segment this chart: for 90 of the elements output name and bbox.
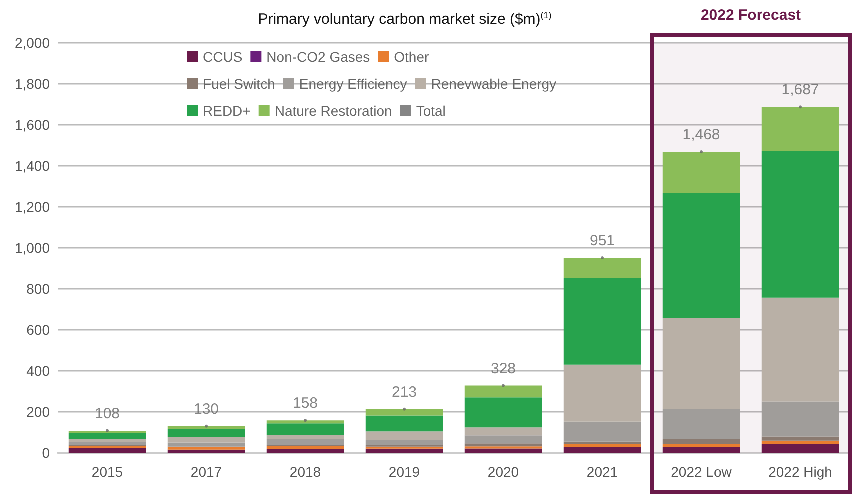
legend-label: Other xyxy=(394,49,430,65)
bar xyxy=(366,440,444,446)
bar xyxy=(464,444,542,447)
bar xyxy=(366,416,444,432)
legend-label: Total xyxy=(416,103,446,119)
bar xyxy=(662,409,740,440)
point xyxy=(601,256,604,260)
x-tick-label: 2022 High xyxy=(768,464,832,480)
y-tick-label: 600 xyxy=(26,322,50,338)
legend-label: Renevwable Energy xyxy=(431,76,557,92)
bar xyxy=(168,450,246,453)
data-label: 158 xyxy=(292,395,318,412)
bar xyxy=(762,298,840,402)
bar xyxy=(168,429,246,438)
bar xyxy=(68,442,146,446)
y-tick-label: 800 xyxy=(26,281,50,297)
bar xyxy=(564,444,642,448)
bar xyxy=(168,426,246,430)
bar xyxy=(762,151,840,298)
bar xyxy=(464,436,542,444)
bar xyxy=(168,442,246,447)
x-tick-label: 2021 xyxy=(586,464,618,480)
bar xyxy=(168,447,246,450)
y-tick-label: 400 xyxy=(26,363,50,379)
y-tick-label: 1,800 xyxy=(14,76,50,92)
bar xyxy=(762,402,840,437)
point xyxy=(304,419,307,422)
x-tick-label: 2020 xyxy=(488,464,520,480)
bar xyxy=(366,448,444,453)
y-tick-label: 1,200 xyxy=(14,199,50,215)
bar xyxy=(68,431,146,434)
y-tick-label: 1,400 xyxy=(14,158,50,174)
legend-label: Energy Efficiency xyxy=(299,76,408,92)
bar xyxy=(662,193,740,318)
bar xyxy=(564,258,642,278)
bar xyxy=(662,439,740,444)
band-label: 2022 Forecast xyxy=(700,7,802,24)
bar xyxy=(762,444,840,453)
bar xyxy=(68,448,146,453)
bar xyxy=(762,436,840,441)
bar xyxy=(366,432,444,440)
bar xyxy=(266,446,344,450)
bar xyxy=(662,318,740,410)
bar xyxy=(266,420,344,424)
bar xyxy=(266,449,344,453)
x-tick-label: 2015 xyxy=(92,464,124,480)
point xyxy=(205,424,208,428)
y-tick-label: 1,600 xyxy=(14,117,50,133)
bar xyxy=(662,152,740,194)
y-tick-label: 0 xyxy=(42,445,50,461)
bar xyxy=(68,439,146,442)
bar xyxy=(266,439,344,446)
point xyxy=(403,408,406,411)
bar xyxy=(266,424,344,436)
point xyxy=(106,429,109,432)
bar xyxy=(762,107,840,152)
legend-label: Fuel Switch xyxy=(203,76,276,92)
bar xyxy=(662,447,740,453)
point xyxy=(700,150,703,154)
bar xyxy=(662,444,740,448)
bar xyxy=(564,422,642,442)
bar xyxy=(564,447,642,453)
bar xyxy=(266,435,344,440)
y-tick-label: 1,000 xyxy=(14,240,50,256)
x-tick-label: 2018 xyxy=(290,464,322,480)
legend-label: Nature Restoration xyxy=(274,103,392,119)
bar xyxy=(464,428,542,436)
bar xyxy=(564,278,642,365)
data-label: 1,468 xyxy=(682,126,720,144)
data-label: 213 xyxy=(392,384,418,401)
x-tick-label: 2019 xyxy=(388,464,420,480)
x-tick-label: 2022 Low xyxy=(671,464,733,480)
legend-label: Non-CO2 Gases xyxy=(266,49,370,65)
bar xyxy=(168,437,246,443)
y-tick-label: 2,000 xyxy=(14,35,50,51)
point xyxy=(799,106,802,109)
bar xyxy=(366,409,444,416)
y-tick-label: 200 xyxy=(26,404,50,420)
bar xyxy=(68,434,146,440)
data-label: 1,687 xyxy=(782,82,820,99)
bar xyxy=(464,398,542,428)
bar xyxy=(464,448,542,453)
x-tick-label: 2017 xyxy=(190,464,222,480)
bar xyxy=(464,386,542,398)
data-label: 951 xyxy=(590,232,616,250)
legend-label: REDD+ xyxy=(203,103,251,119)
bar xyxy=(564,364,642,422)
point xyxy=(502,384,505,388)
legend-label: CCUS xyxy=(203,49,243,65)
bar xyxy=(762,440,840,444)
